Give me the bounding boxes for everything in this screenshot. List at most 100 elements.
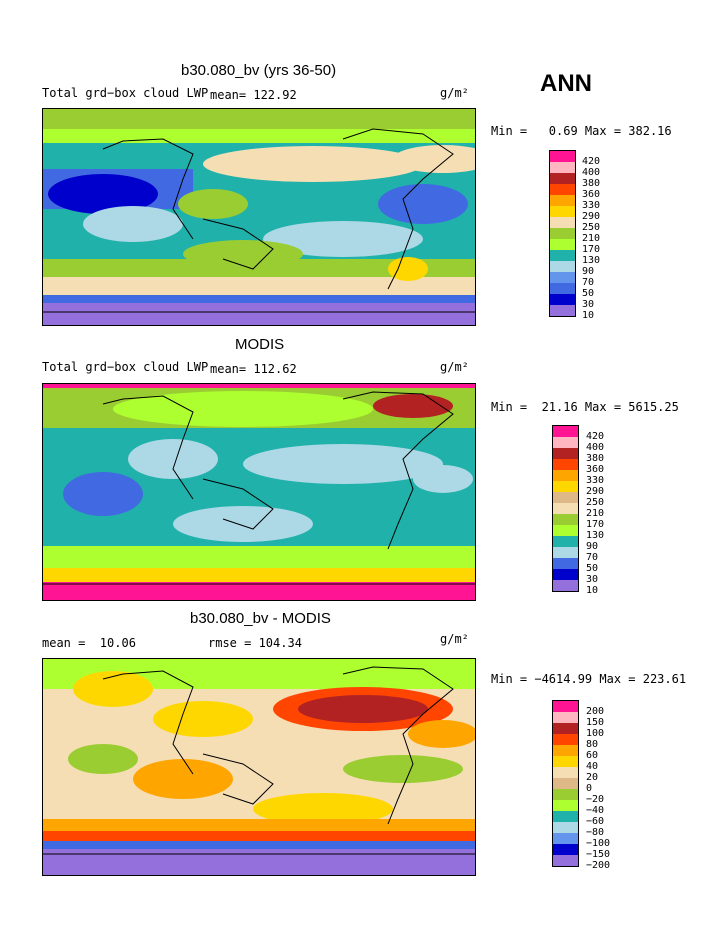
- colorbar-tick-label: 250: [586, 497, 605, 508]
- colorbar-tick-label: −80: [586, 827, 605, 838]
- colorbar-tick-label: 130: [586, 530, 605, 541]
- panel2-colorbar-labels: 420 400 380 360 330 290 250 210 170 130 90 70 50 30 10: [586, 431, 604, 596]
- colorbar-tick-label: 170: [582, 244, 601, 255]
- panel2-colorbar: [552, 425, 579, 592]
- panel1-variable-label: Total grd−box cloud LWP: [42, 86, 209, 100]
- panel2-title: MODIS: [235, 336, 285, 353]
- panel2-map-svg: [43, 384, 475, 600]
- colorbar-swatch: [553, 514, 578, 525]
- colorbar-tick-label: −150: [586, 849, 611, 860]
- colorbar-swatch: [553, 459, 578, 470]
- panel2-mean-label: mean= 112.62: [210, 362, 297, 376]
- colorbar-tick-label: 380: [582, 178, 601, 189]
- colorbar-swatch: [553, 558, 578, 569]
- colorbar-swatch: [550, 228, 575, 239]
- colorbar-tick-label: 330: [586, 475, 605, 486]
- colorbar-swatch: [550, 184, 575, 195]
- colorbar-swatch: [553, 470, 578, 481]
- panel2-units: g/m²: [440, 360, 469, 374]
- colorbar-tick-label: 170: [586, 519, 605, 530]
- colorbar-swatch: [553, 536, 578, 547]
- colorbar-swatch: [553, 426, 578, 437]
- colorbar-tick-label: 290: [586, 486, 605, 497]
- colorbar-swatch: [553, 492, 578, 503]
- colorbar-swatch: [550, 206, 575, 217]
- colorbar-swatch: [550, 151, 575, 162]
- colorbar-tick-label: 400: [586, 442, 605, 453]
- colorbar-swatch: [553, 525, 578, 536]
- colorbar-swatch: [550, 239, 575, 250]
- colorbar-swatch: [553, 503, 578, 514]
- panel3-rmse-label: rmse = 104.34: [208, 636, 302, 650]
- colorbar-swatch: [553, 580, 578, 591]
- colorbar-tick-label: 420: [586, 431, 605, 442]
- panel3-colorbar-labels: 200 150 100 80 60 40 20 0 −20 −40 −60 −80 −100 −150 −2…: [586, 706, 610, 871]
- colorbar-swatch: [553, 569, 578, 580]
- colorbar-swatch: [553, 547, 578, 558]
- colorbar-tick-label: 50: [582, 288, 595, 299]
- colorbar-swatch: [553, 734, 578, 745]
- colorbar-tick-label: 90: [586, 541, 599, 552]
- colorbar-swatch: [550, 283, 575, 294]
- colorbar-swatch: [553, 833, 578, 844]
- colorbar-tick-label: 100: [586, 728, 605, 739]
- colorbar-swatch: [553, 822, 578, 833]
- colorbar-tick-label: 10: [586, 585, 599, 596]
- panel1-minmax: Min = 0.69 Max = 382.16: [491, 124, 672, 138]
- colorbar-swatch: [550, 173, 575, 184]
- colorbar-swatch: [550, 294, 575, 305]
- colorbar-tick-label: 0: [586, 783, 593, 794]
- colorbar-tick-label: 380: [586, 453, 605, 464]
- colorbar-swatch: [553, 778, 578, 789]
- colorbar-tick-label: 150: [586, 717, 605, 728]
- colorbar-swatch: [550, 195, 575, 206]
- colorbar-swatch: [550, 261, 575, 272]
- colorbar-swatch: [553, 756, 578, 767]
- colorbar-tick-label: 210: [582, 233, 601, 244]
- colorbar-tick-label: −100: [586, 838, 611, 849]
- colorbar-swatch: [553, 767, 578, 778]
- colorbar-tick-label: 130: [582, 255, 601, 266]
- colorbar-tick-label: −20: [586, 794, 605, 805]
- colorbar-swatch: [553, 448, 578, 459]
- colorbar-swatch: [550, 250, 575, 261]
- season-label: ANN: [540, 70, 592, 97]
- colorbar-tick-label: 330: [582, 200, 601, 211]
- colorbar-tick-label: 210: [586, 508, 605, 519]
- panel1-map-svg: [43, 109, 475, 325]
- colorbar-tick-label: 360: [582, 189, 601, 200]
- colorbar-swatch: [553, 723, 578, 734]
- colorbar-tick-label: 250: [582, 222, 601, 233]
- colorbar-swatch: [553, 811, 578, 822]
- colorbar-tick-label: 360: [586, 464, 605, 475]
- colorbar-tick-label: 50: [586, 563, 599, 574]
- colorbar-tick-label: 70: [582, 277, 595, 288]
- panel1-colorbar: [549, 150, 576, 317]
- colorbar-tick-label: 90: [582, 266, 595, 277]
- colorbar-swatch: [550, 217, 575, 228]
- colorbar-swatch: [550, 272, 575, 283]
- panel3-title: b30.080_bv - MODIS: [190, 610, 331, 627]
- panel3-map: [42, 658, 476, 876]
- colorbar-swatch: [553, 701, 578, 712]
- colorbar-swatch: [553, 437, 578, 448]
- panel1-title: b30.080_bv (yrs 36-50): [181, 62, 337, 79]
- colorbar-tick-label: 200: [586, 706, 605, 717]
- colorbar-swatch: [553, 855, 578, 866]
- panel3-map-svg: [43, 659, 475, 875]
- colorbar-tick-label: 400: [582, 167, 601, 178]
- colorbar-tick-label: 40: [586, 761, 599, 772]
- colorbar-tick-label: 70: [586, 552, 599, 563]
- colorbar-swatch: [553, 712, 578, 723]
- panel3-minmax: Min = −4614.99 Max = 223.61: [491, 672, 687, 686]
- colorbar-tick-label: 80: [586, 739, 599, 750]
- colorbar-swatch: [550, 305, 575, 316]
- colorbar-swatch: [553, 844, 578, 855]
- panel1-units: g/m²: [440, 86, 469, 100]
- colorbar-swatch: [553, 800, 578, 811]
- colorbar-tick-label: 30: [582, 299, 595, 310]
- colorbar-tick-label: 420: [582, 156, 601, 167]
- colorbar-tick-label: −60: [586, 816, 605, 827]
- colorbar-tick-label: −40: [586, 805, 605, 816]
- colorbar-swatch: [553, 481, 578, 492]
